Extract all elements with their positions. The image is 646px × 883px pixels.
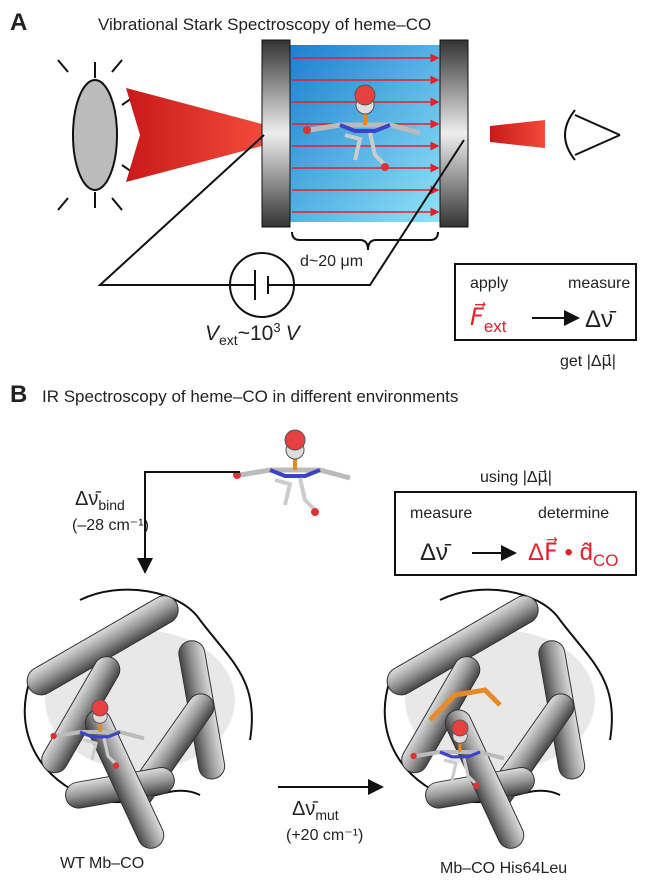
lamp [58, 60, 262, 210]
panel-title: IR Spectroscopy of heme–CO in different … [42, 387, 458, 406]
protein-wt [22, 590, 252, 853]
result: Δν̄ [420, 539, 452, 566]
arrow [145, 472, 240, 572]
box-label: determine [538, 505, 609, 522]
box-label: measure [568, 275, 630, 292]
projection: ΔF⃗ • d̂CO [528, 537, 618, 570]
figure: A Vibrational Stark Spectroscopy of heme… [0, 0, 646, 883]
shift: Δν̄mut [292, 798, 339, 823]
note: using |Δμ⃗| [480, 469, 552, 486]
cell-width: d~20 μm [300, 253, 363, 270]
stark-cell [262, 40, 468, 250]
panel-label: A [10, 9, 27, 36]
result: Δν̄ [585, 306, 617, 333]
protein-mutant [382, 590, 612, 853]
note: get |Δμ⃗| [560, 353, 616, 370]
box-label: measure [410, 505, 472, 522]
box-label: apply [470, 275, 508, 292]
protein-label: WT Mb–CO [60, 855, 144, 872]
shift-value: (–28 cm⁻¹) [72, 517, 149, 534]
field: F⃗ext [470, 302, 507, 336]
shift-value: (+20 cm⁻¹) [286, 827, 363, 844]
panel-label: B [10, 381, 27, 408]
shift: Δν̄bind [75, 488, 125, 513]
protein-label: Mb–CO His64Leu [440, 860, 567, 877]
panel-title: Vibrational Stark Spectroscopy of heme–C… [98, 15, 431, 34]
output-beam [490, 120, 545, 148]
eye [565, 110, 620, 160]
